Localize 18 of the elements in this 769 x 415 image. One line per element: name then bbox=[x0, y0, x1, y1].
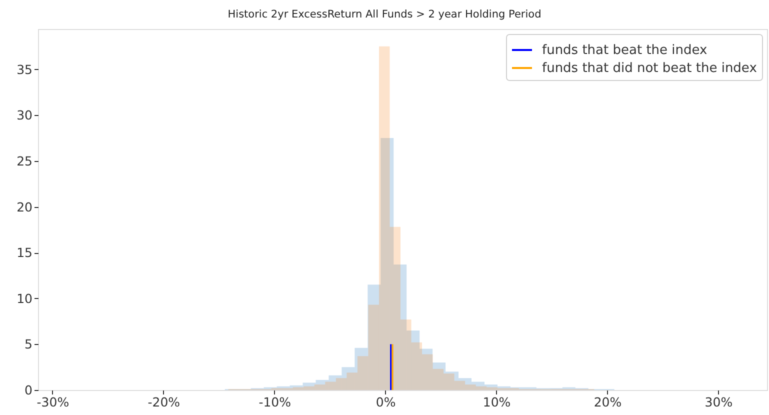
x-tick-label: 30% bbox=[704, 394, 733, 410]
y-tick-label: 10 bbox=[16, 290, 33, 306]
x-tick-label: 0% bbox=[376, 394, 396, 410]
x-tick-label: 20% bbox=[594, 394, 622, 410]
y-tick-label: 0 bbox=[24, 382, 33, 398]
y-tick-label: 5 bbox=[24, 336, 32, 352]
y-tick-label: 20 bbox=[16, 199, 33, 214]
x-tick-label: 10% bbox=[482, 394, 511, 410]
chart-title: Historic 2yr ExcessReturn All Funds > 2 year Holding Period bbox=[228, 8, 542, 20]
y-tick-label: 25 bbox=[16, 153, 32, 168]
legend-label: funds that did not beat the index bbox=[542, 61, 758, 76]
y-tick-label: 15 bbox=[16, 245, 32, 260]
x-tick-label: -20% bbox=[148, 394, 180, 410]
legend-label: funds that beat the index bbox=[542, 43, 708, 58]
x-tick-label: -30% bbox=[36, 394, 70, 410]
x-tick-label: -10% bbox=[258, 394, 292, 410]
y-tick-label: 30 bbox=[16, 108, 33, 123]
y-tick-label: 35 bbox=[16, 62, 32, 77]
